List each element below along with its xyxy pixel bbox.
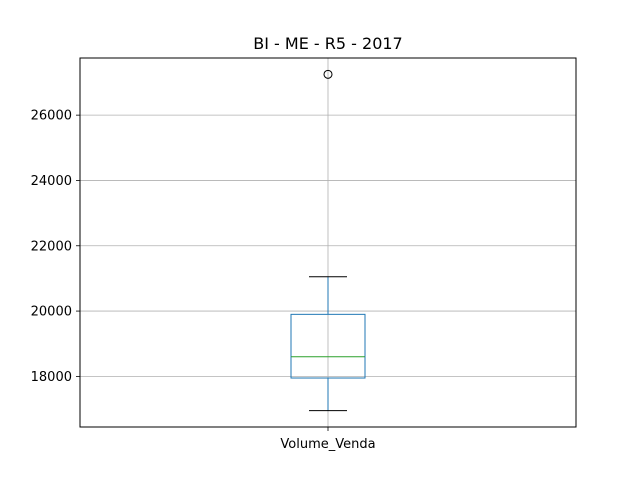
- grid-lines: [80, 58, 576, 427]
- box-Volume_Venda: [290, 69, 366, 412]
- y-tick-label: 22000: [31, 239, 72, 254]
- y-tick-label: 24000: [31, 174, 72, 189]
- box-iqr: [290, 313, 366, 379]
- x-tick-label: Volume_Venda: [280, 437, 375, 452]
- box-plot-layer: [290, 69, 366, 412]
- x-axis: Volume_Venda: [280, 427, 376, 452]
- y-tick-label: 20000: [31, 305, 72, 320]
- chart-title: BI - ME - R5 - 2017: [253, 34, 402, 53]
- outlier-point: [323, 69, 333, 79]
- y-tick-label: 26000: [31, 109, 72, 124]
- y-axis: 18000 20000 22000 24000 26000: [31, 109, 80, 385]
- y-tick-label: 18000: [31, 370, 72, 385]
